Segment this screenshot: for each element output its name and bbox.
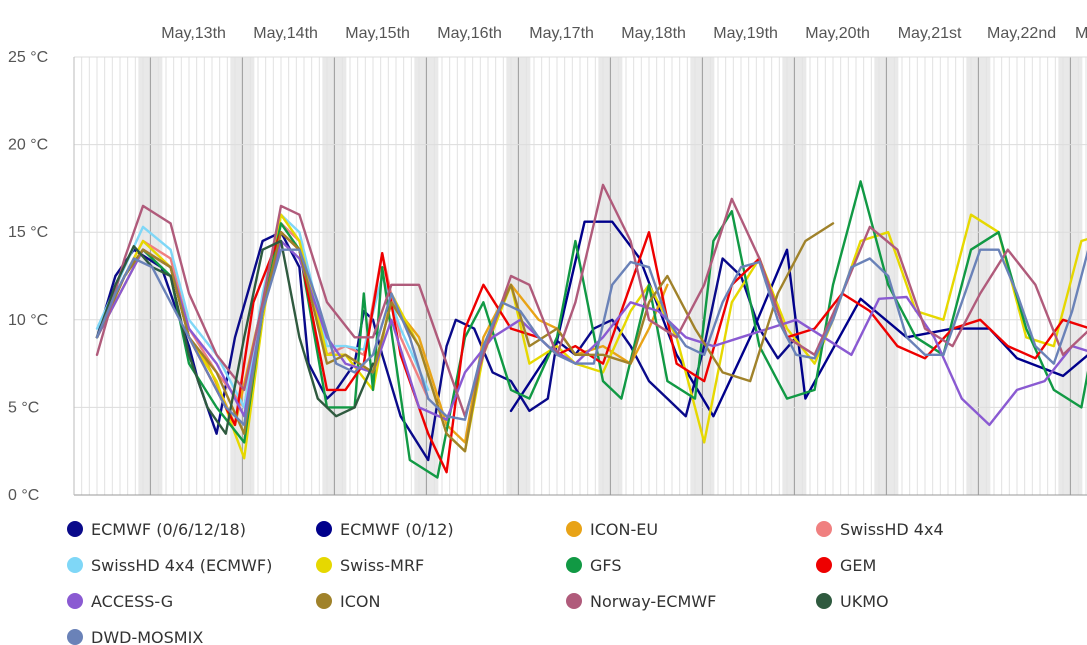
legend-marker-icon-eu [566,521,582,537]
legend-marker-swisshd-4x4 [816,521,832,537]
series-line-access-g [95,239,1087,427]
legend-marker-icon [316,593,332,609]
series-line-norway-ecmwf [95,183,1087,418]
x-tick-label: May,18th [621,25,686,42]
x-tick-label: May,20th [805,25,870,42]
legend-label-swisshd-4x4-ecmwf: SwissHD 4x4 (ECMWF) [91,556,272,575]
y-tick-label: 0 °C [8,487,39,504]
legend-label-ukmo: UKMO [840,592,889,611]
legend-label-icon: ICON [340,592,380,611]
y-tick-label: 10 °C [8,312,48,329]
legend-label-gem: GEM [840,556,876,575]
x-tick-label: May,16th [437,25,502,42]
x-tick-label: May,19th [713,25,778,42]
x-tick-label: May,13th [161,25,226,42]
y-tick-label: 5 °C [8,399,39,416]
x-tick-label: May,14th [253,25,318,42]
legend-marker-norway-ecmwf [566,593,582,609]
x-tick-label: May,15th [345,25,410,42]
legend-marker-dwd-mosmix [67,629,83,645]
legend-marker-gem [816,557,832,573]
series-line-icon [95,222,835,453]
legend-label-swiss-mrf: Swiss-MRF [340,556,424,575]
legend-label-dwd-mosmix: DWD-MOSMIX [91,628,203,645]
legend-label-icon-eu: ICON-EU [590,520,658,539]
legend-label-access-g: ACCESS-G [91,592,173,611]
legend-marker-ecmwf-0-6-12-18 [67,521,83,537]
y-tick-label: 25 °C [8,49,48,66]
legend-label-norway-ecmwf: Norway-ECMWF [590,592,716,611]
legend-label-gfs: GFS [590,556,621,575]
series-line-dwd-mosmix [95,248,1087,427]
x-tick-label: May,22nd [987,25,1056,42]
series-group [95,180,1087,479]
legend-marker-ukmo [816,593,832,609]
series-line-ukmo [95,239,375,435]
legend-label-ecmwf-0-6-12-18: ECMWF (0/6/12/18) [91,520,246,539]
legend-marker-swiss-mrf [316,557,332,573]
x-tick-label: May,21st [898,25,962,42]
legend-label-ecmwf-0-12: ECMWF (0/12) [340,520,454,539]
x-tick-label: M [1075,25,1087,42]
legend-marker-swisshd-4x4-ecmwf [67,557,83,573]
y-tick-label: 15 °C [8,224,48,241]
y-tick-label: 20 °C [8,137,48,154]
legend-marker-ecmwf-0-12 [316,521,332,537]
legend-label-swisshd-4x4: SwissHD 4x4 [840,520,944,539]
x-tick-label: May,17th [529,25,594,42]
legend-marker-access-g [67,593,83,609]
legend-marker-gfs [566,557,582,573]
